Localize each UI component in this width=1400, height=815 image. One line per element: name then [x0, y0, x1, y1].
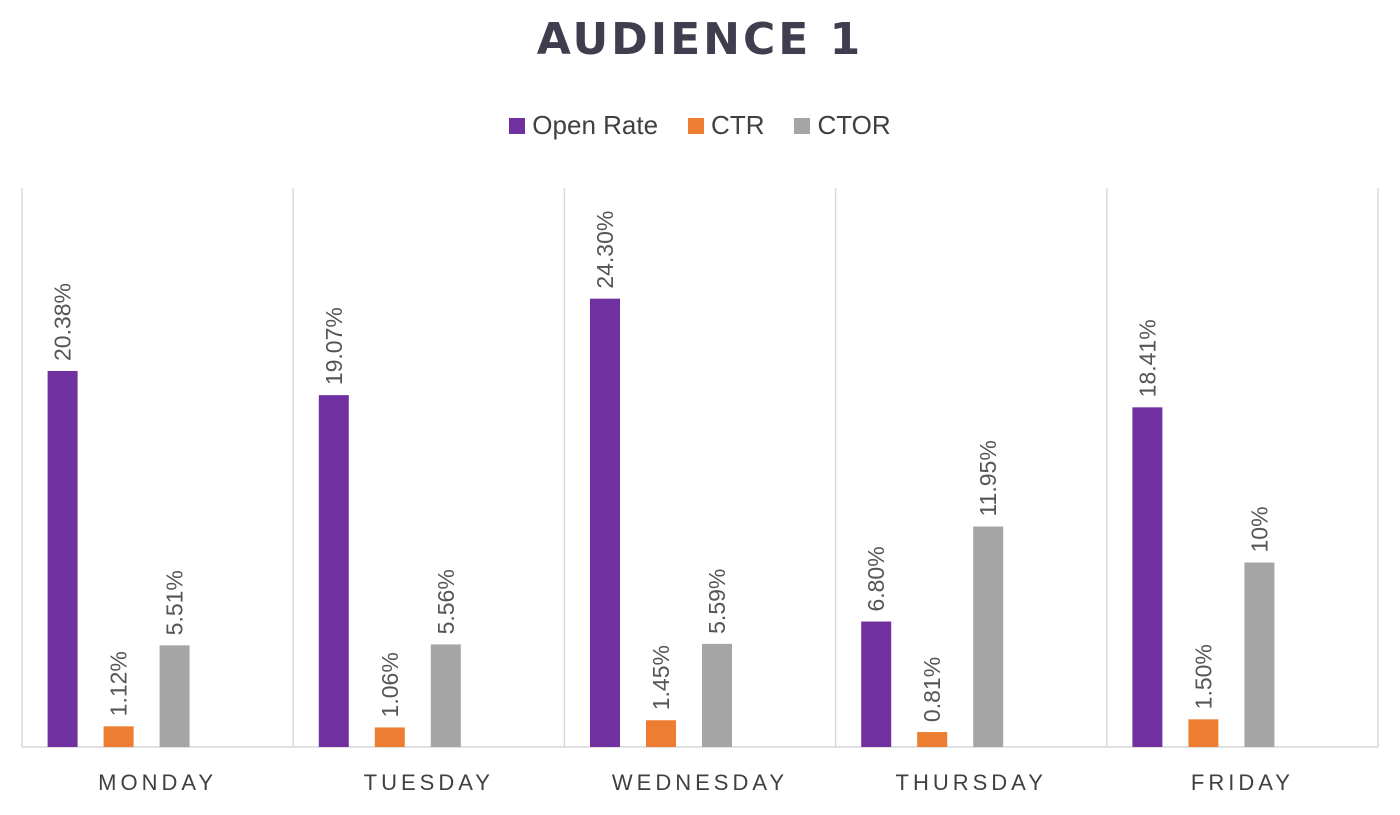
category-label-friday: FRIDAY — [1191, 770, 1294, 795]
bar-ctr-monday — [103, 726, 134, 747]
data-label-ctr-friday: 1.50% — [1190, 644, 1216, 709]
data-label-ctor-thursday: 11.95% — [975, 440, 1001, 516]
bar-open-rate-monday — [47, 370, 78, 747]
legend-swatch-ctr — [688, 117, 705, 134]
bar-ctor-friday — [1244, 562, 1275, 747]
legend-label-ctor: CTOR — [817, 110, 891, 140]
legend-item-ctr: CTR — [688, 110, 764, 141]
category-label-tuesday: TUESDAY — [364, 770, 494, 795]
data-label-ctr-wednesday: 1.45% — [648, 645, 674, 710]
legend-label-open-rate: Open Rate — [532, 110, 659, 140]
bar-ctr-thursday — [917, 732, 948, 747]
bar-open-rate-thursday — [861, 621, 892, 747]
bar-ctr-tuesday — [374, 727, 405, 747]
data-label-ctr-tuesday: 1.06% — [377, 652, 403, 717]
bar-ctor-wednesday — [702, 643, 732, 747]
legend-label-ctr: CTR — [711, 110, 765, 140]
bar-open-rate-wednesday — [590, 298, 620, 747]
legend-item-open-rate: Open Rate — [509, 110, 658, 141]
bar-ctr-friday — [1188, 719, 1219, 747]
data-label-open-rate-tuesday: 19.07% — [321, 307, 347, 385]
data-label-open-rate-monday: 20.38% — [50, 283, 76, 361]
category-label-thursday: THURSDAY — [896, 770, 1047, 795]
data-label-ctor-tuesday: 5.56% — [433, 569, 459, 634]
data-label-open-rate-wednesday: 24.30% — [592, 211, 618, 289]
data-label-open-rate-thursday: 6.80% — [863, 546, 889, 611]
data-label-ctr-monday: 1.12% — [106, 651, 132, 716]
legend-swatch-open-rate — [509, 117, 526, 134]
bar-open-rate-tuesday — [318, 395, 349, 747]
data-label-open-rate-friday: 18.41% — [1134, 319, 1160, 397]
legend-swatch-ctor — [794, 117, 811, 134]
data-label-ctor-monday: 5.51% — [162, 570, 188, 635]
bar-ctor-monday — [159, 645, 190, 747]
category-label-wednesday: WEDNESDAY — [612, 770, 788, 795]
data-label-ctr-thursday: 0.81% — [919, 657, 945, 722]
bar-open-rate-friday — [1132, 407, 1163, 747]
data-label-ctor-friday: 10% — [1246, 506, 1272, 552]
legend: Open Rate CTR CTOR — [0, 110, 1400, 141]
bar-ctor-thursday — [973, 526, 1004, 747]
chart-title: AUDIENCE 1 — [536, 14, 864, 65]
category-label-monday: MONDAY — [98, 770, 217, 795]
data-label-ctor-wednesday: 5.59% — [704, 569, 730, 634]
bar-ctr-wednesday — [646, 720, 676, 747]
legend-item-ctor: CTOR — [794, 110, 891, 141]
bar-ctor-tuesday — [430, 644, 461, 747]
